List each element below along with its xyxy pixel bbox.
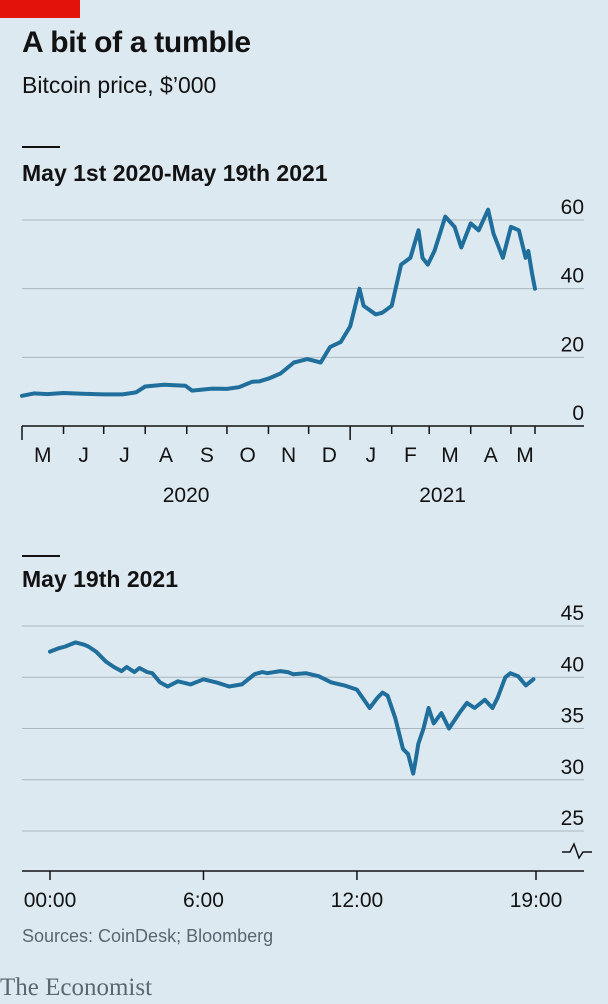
panel-1-month-label: M (441, 444, 459, 467)
panel-2-x-tick-label: 19:00 (510, 889, 563, 912)
chart-subtitle: Bitcoin price, $’000 (22, 72, 217, 98)
panel-1-month-label: N (281, 444, 296, 467)
panel-1-month-label: J (78, 444, 89, 467)
panel-1-month-label: A (484, 444, 498, 467)
panel-2-price-line (48, 640, 536, 776)
brand-red-tag (0, 0, 80, 18)
panel-2-axis-break-icon (562, 842, 592, 860)
panel-1-month-label: J (119, 444, 130, 467)
economist-logo: The Economist (0, 974, 153, 1001)
panel-1-year-label: 2021 (419, 484, 466, 507)
panel-2-x-tick-label: 00:00 (24, 889, 77, 912)
panel-2-y-tick-label: 35 (561, 705, 584, 728)
panel-2-y-tick-label: 25 (561, 807, 584, 830)
source-note: Sources: CoinDesk; Bloomberg (22, 926, 274, 946)
chart-title: A bit of a tumble (22, 26, 251, 59)
panel-1-year-label: 2020 (163, 484, 210, 507)
panel-1-title: May 1st 2020-May 19th 2021 (22, 160, 328, 186)
panel-1-month-label: M (34, 444, 52, 467)
panel-2-y-tick-label: 45 (561, 602, 584, 625)
panel-2-rule (22, 555, 60, 557)
panel-2-title: May 19th 2021 (22, 566, 178, 592)
panel-1-y-tick-label: 0 (572, 402, 584, 425)
panel-2-x-tick-label: 12:00 (331, 889, 384, 912)
panel-1-y-tick-label: 20 (561, 333, 584, 356)
panel-1-month-label: J (366, 444, 377, 467)
panel-2-y-tick-label: 40 (561, 653, 584, 676)
panel-1-month-label: O (240, 444, 256, 467)
panel-1-price-line (20, 207, 537, 398)
panel-2-x-tick-label: 6:00 (183, 889, 224, 912)
panel-1-y-tick-label: 40 (561, 265, 584, 288)
panel-2-chart: 25 30 35 40 45 00:00 6:00 12:00 19:00 (22, 602, 592, 912)
panel-1-month-label: D (322, 444, 337, 467)
panel-1-y-tick-label: 60 (561, 196, 584, 219)
panel-1-month-label: S (200, 444, 214, 467)
panel-1-month-label: M (516, 444, 534, 467)
panel-1-rule (22, 146, 60, 148)
panel-1-month-label: F (404, 444, 417, 467)
panel-2-y-tick-label: 30 (561, 756, 584, 779)
panel-1-month-label: A (159, 444, 173, 467)
